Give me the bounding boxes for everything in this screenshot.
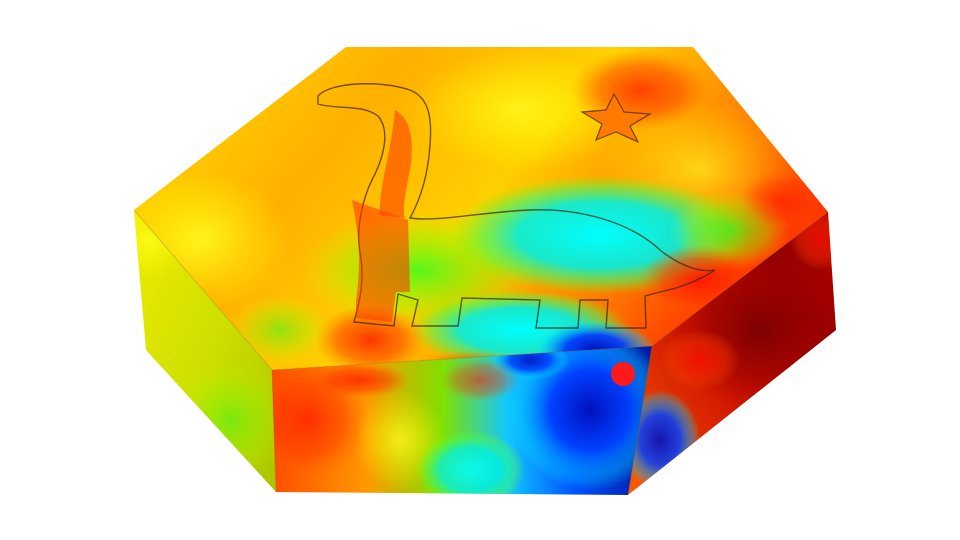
- prism-edges: [133, 209, 829, 496]
- probe-point-marker[interactable]: [611, 362, 635, 386]
- dinosaur-cutout: [317, 83, 716, 329]
- star-cutout: [580, 92, 652, 144]
- prism-top-face: [134, 47, 828, 370]
- prism-front-face: [272, 346, 652, 495]
